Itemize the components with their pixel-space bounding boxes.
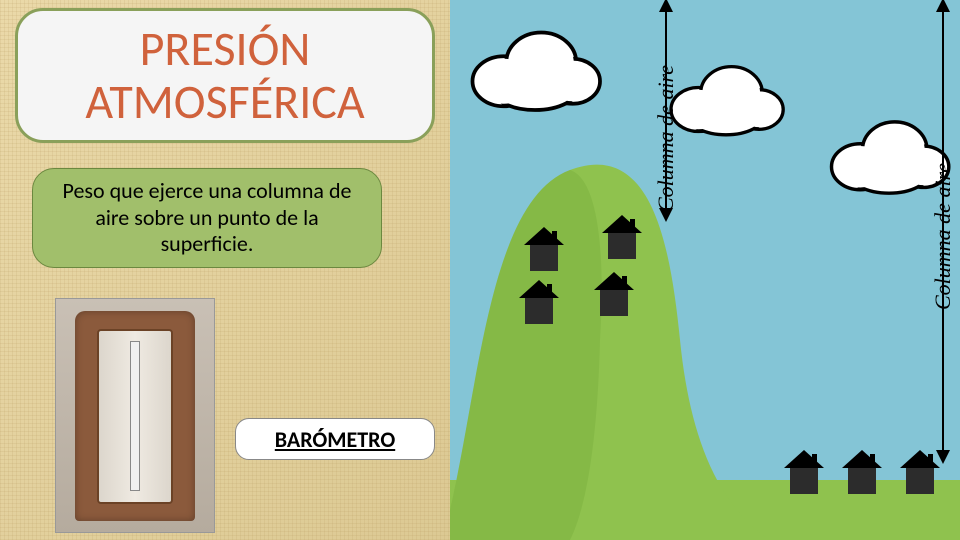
house-icon: [598, 213, 646, 261]
slide: PRESIÓN ATMOSFÉRICA Peso que ejerce una …: [0, 0, 960, 540]
title-box: PRESIÓN ATMOSFÉRICA: [15, 8, 435, 143]
air-column-label: Columna de aire: [930, 163, 956, 310]
barometer-label-box: BARÓMETRO: [235, 418, 435, 460]
illustration-panel: Columna de aire Columna de aire: [450, 0, 960, 540]
definition-box: Peso que ejerce una columna de aire sobr…: [32, 168, 382, 268]
cloud-icon: [660, 60, 792, 137]
cloud-icon: [460, 25, 610, 113]
house-icon: [780, 448, 828, 496]
house-icon: [590, 270, 638, 318]
house-icon: [515, 278, 563, 326]
barometer-photo: [55, 298, 215, 533]
house-icon: [838, 448, 886, 496]
barometer-tube: [130, 341, 140, 491]
house-icon: [520, 225, 568, 273]
air-column-label: Columna de aire: [653, 65, 679, 212]
left-panel: PRESIÓN ATMOSFÉRICA Peso que ejerce una …: [0, 0, 450, 540]
barometer-frame: [75, 311, 195, 521]
barometer-glass: [97, 329, 173, 504]
definition-text: Peso que ejerce una columna de aire sobr…: [53, 178, 361, 257]
title-text: PRESIÓN ATMOSFÉRICA: [28, 23, 422, 129]
barometer-label-text: BARÓMETRO: [275, 426, 395, 453]
